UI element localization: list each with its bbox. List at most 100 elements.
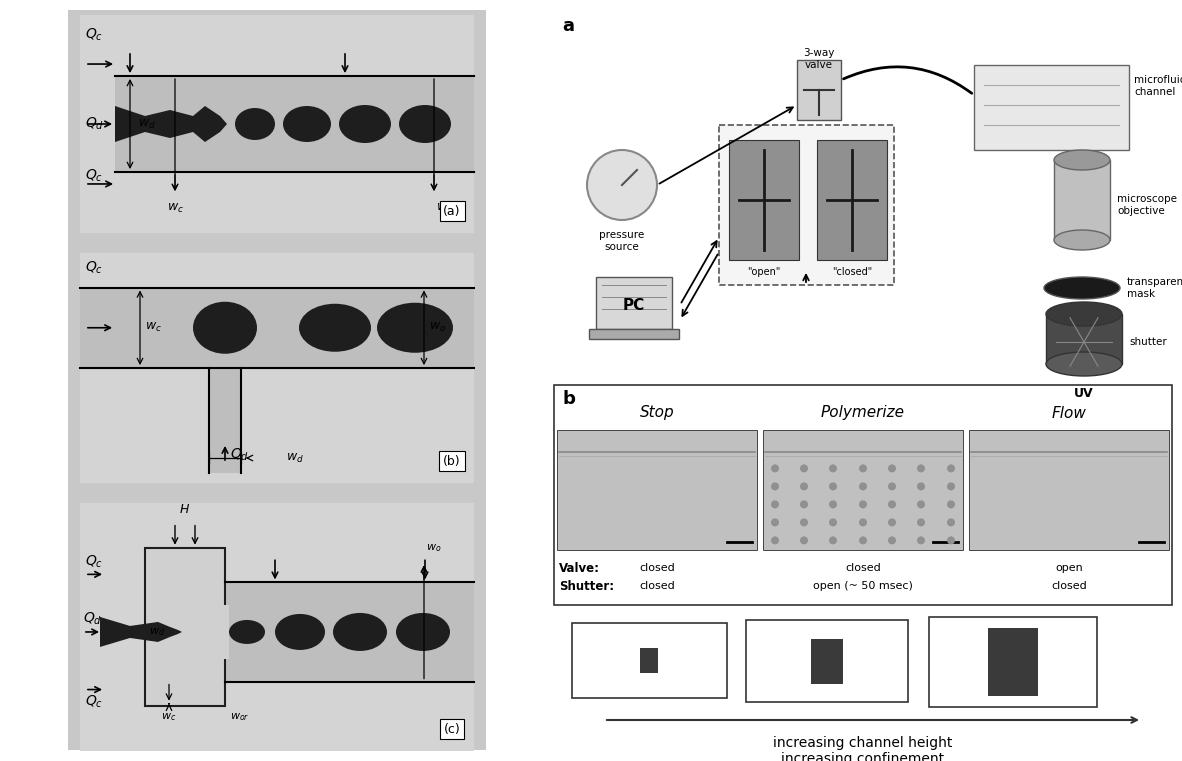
Text: Flow: Flow [1052, 406, 1086, 421]
Bar [145, 548, 225, 706]
Ellipse shape [829, 501, 837, 508]
Ellipse shape [377, 303, 453, 353]
Ellipse shape [235, 108, 275, 140]
Ellipse shape [1054, 230, 1110, 250]
Ellipse shape [800, 537, 808, 544]
Ellipse shape [859, 501, 868, 508]
Bar [80, 503, 474, 751]
Bar [1046, 314, 1122, 364]
Ellipse shape [771, 464, 779, 473]
Bar [225, 582, 474, 682]
Text: $w_d$: $w_d$ [149, 626, 165, 638]
Ellipse shape [800, 464, 808, 473]
Ellipse shape [917, 501, 926, 508]
Ellipse shape [829, 518, 837, 527]
Text: $w_c$: $w_c$ [162, 712, 176, 724]
Text: 3-way
valve: 3-way valve [804, 48, 834, 69]
Text: open (~ 50 msec): open (~ 50 msec) [813, 581, 913, 591]
Ellipse shape [917, 464, 926, 473]
Bar [811, 639, 843, 684]
Polygon shape [115, 106, 227, 142]
Ellipse shape [829, 464, 837, 473]
Bar [572, 623, 727, 698]
Text: microfluidic
channel: microfluidic channel [1134, 75, 1182, 97]
Bar [974, 65, 1129, 150]
Polygon shape [100, 617, 182, 647]
Text: closed: closed [1051, 581, 1087, 591]
Text: $w_o$: $w_o$ [429, 321, 446, 334]
Text: transparency
mask: transparency mask [1126, 277, 1182, 299]
Ellipse shape [947, 537, 955, 544]
Text: shutter: shutter [1129, 337, 1167, 347]
Text: (b): (b) [443, 454, 461, 467]
Bar [554, 385, 1173, 605]
Bar [80, 253, 474, 483]
Text: closed: closed [639, 581, 675, 591]
Ellipse shape [1046, 302, 1122, 326]
Ellipse shape [888, 537, 896, 544]
Ellipse shape [587, 150, 657, 220]
Text: $w_d$: $w_d$ [286, 451, 304, 464]
Text: $w_o$: $w_o$ [436, 202, 453, 215]
Text: $Q_d$: $Q_d$ [85, 116, 104, 132]
Bar [554, 10, 1173, 380]
Ellipse shape [193, 302, 256, 354]
Text: $w_d$: $w_d$ [138, 117, 156, 131]
Ellipse shape [400, 105, 452, 143]
Text: $w_c$: $w_c$ [145, 321, 162, 334]
Ellipse shape [859, 482, 868, 490]
Bar [639, 648, 658, 673]
Text: increasing confinement: increasing confinement [781, 752, 944, 761]
Text: $Q_c$: $Q_c$ [85, 693, 103, 710]
Text: increasing channel height: increasing channel height [773, 736, 953, 750]
Bar [817, 140, 886, 260]
Ellipse shape [917, 537, 926, 544]
Ellipse shape [859, 464, 868, 473]
Text: microscope
objective: microscope objective [1117, 194, 1177, 216]
Ellipse shape [888, 501, 896, 508]
Ellipse shape [1044, 277, 1121, 299]
Ellipse shape [800, 518, 808, 527]
Ellipse shape [275, 614, 325, 650]
Text: Shutter:: Shutter: [559, 579, 615, 593]
Text: $Q_d$: $Q_d$ [83, 610, 102, 627]
Text: UV: UV [1074, 387, 1093, 400]
Text: "closed": "closed" [832, 267, 872, 277]
Ellipse shape [1046, 352, 1122, 376]
Text: b: b [561, 390, 574, 408]
Text: (a): (a) [443, 205, 461, 218]
Bar [929, 617, 1097, 707]
Ellipse shape [859, 537, 868, 544]
Bar [969, 430, 1169, 550]
Ellipse shape [771, 501, 779, 508]
Ellipse shape [800, 501, 808, 508]
Bar [729, 140, 799, 260]
Ellipse shape [800, 482, 808, 490]
Text: $w_{or}$: $w_{or}$ [230, 712, 249, 724]
Ellipse shape [282, 106, 331, 142]
Ellipse shape [771, 482, 779, 490]
Ellipse shape [771, 518, 779, 527]
Bar [988, 628, 1038, 696]
Bar [797, 60, 842, 120]
Text: Polymerize: Polymerize [821, 406, 905, 421]
Ellipse shape [771, 537, 779, 544]
Bar [115, 76, 474, 172]
Text: $Q_c$: $Q_c$ [85, 259, 103, 275]
Ellipse shape [1054, 150, 1110, 170]
Ellipse shape [229, 620, 265, 644]
Text: $Q_d$: $Q_d$ [230, 447, 249, 463]
Ellipse shape [917, 482, 926, 490]
Text: Valve:: Valve: [559, 562, 600, 575]
Bar [589, 329, 678, 339]
Ellipse shape [829, 482, 837, 490]
Text: $Q_c$: $Q_c$ [85, 554, 103, 570]
Bar [221, 605, 229, 659]
Bar [554, 615, 1173, 750]
Ellipse shape [396, 613, 450, 651]
Bar [557, 430, 756, 550]
Text: Stop: Stop [639, 406, 674, 421]
Ellipse shape [339, 105, 391, 143]
Ellipse shape [947, 482, 955, 490]
Text: a: a [561, 17, 574, 35]
